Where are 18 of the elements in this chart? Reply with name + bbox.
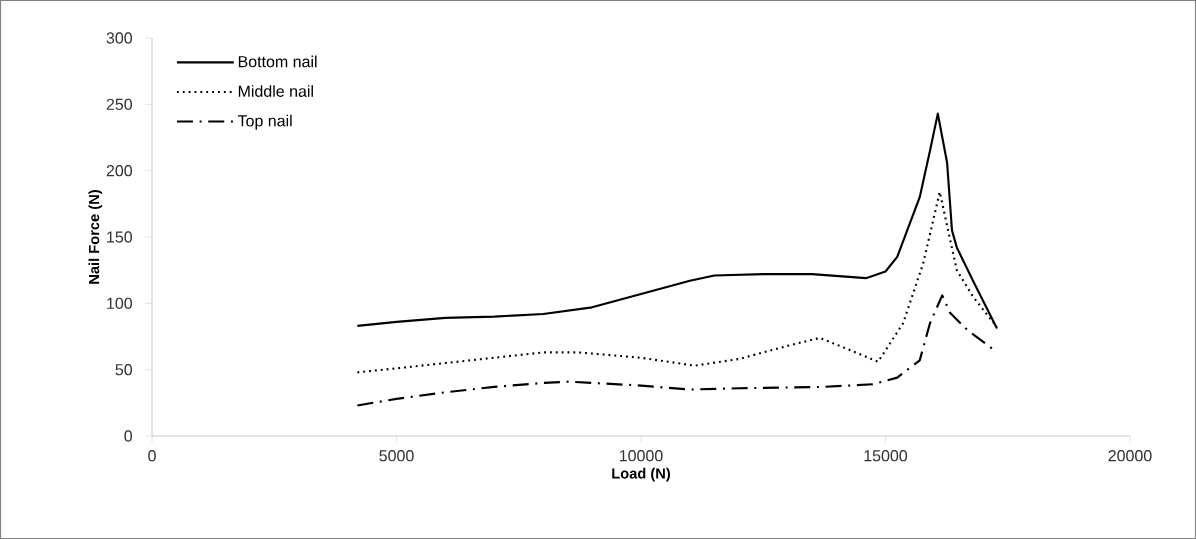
x-tick-label: 20000 (1108, 450, 1152, 462)
y-tick-label: 250 (106, 98, 133, 110)
y-tick-label: 150 (107, 231, 133, 243)
y-axis-title: Nail Force (N) (88, 190, 103, 284)
y-tick-label: 300 (106, 32, 133, 44)
x-axis-title: Load (N) (612, 467, 670, 482)
y-tick-label: 50 (115, 364, 133, 376)
x-tick-label: 5000 (379, 450, 414, 462)
y-tick-label: 100 (107, 297, 133, 309)
y-tick-label: 200 (106, 165, 133, 177)
line-series (356, 294, 994, 407)
x-tick-label: 15000 (864, 450, 908, 462)
x-tick-label: 10000 (619, 450, 663, 462)
x-tick-label: 0 (148, 450, 156, 462)
legend-label: Middle nail (238, 85, 313, 97)
legend-label: Top nail (237, 114, 292, 130)
legend-label: Bottom nail (238, 55, 317, 68)
y-tick-label: 0 (124, 430, 133, 442)
